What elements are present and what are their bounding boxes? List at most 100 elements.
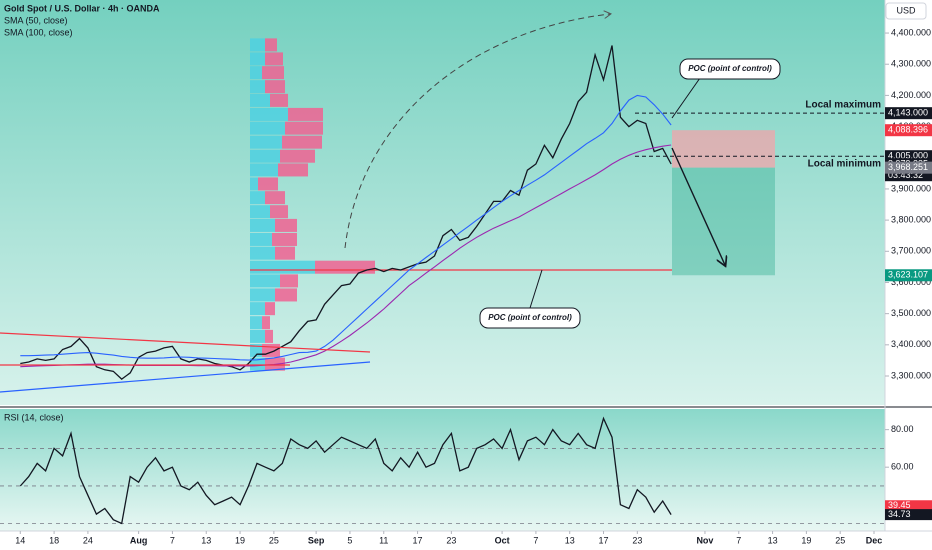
volume-sell [275,218,297,232]
volume-buy [250,135,282,149]
y-tick-label: 3,700.000 [891,246,931,256]
y-tick-label: 3,500.000 [891,308,931,318]
volume-buy [250,329,265,343]
volume-sell [265,52,283,66]
x-tick-label: Sep [308,535,325,545]
volume-sell [258,177,278,191]
y-tick-label: 60.00 [891,462,914,472]
volume-sell [262,316,270,330]
x-tick-label: 17 [413,535,423,545]
currency[interactable]: USD [896,5,916,15]
projection-arrow [344,14,610,249]
volume-buy [250,121,285,135]
x-tick-label: 5 [347,535,352,545]
volume-sell [278,163,308,177]
price-tag [885,107,932,120]
series-line [20,45,672,380]
volume-sell [280,274,298,288]
x-tick-label: 13 [201,535,211,545]
volume-buy [250,177,258,191]
volume-sell [275,246,295,260]
legend-entry: SMA (50, close) [4,15,68,25]
volume-sell [270,93,288,107]
volume-sell [288,107,323,121]
volume-buy [250,302,265,316]
rsi-pane [0,409,885,531]
volume-buy [250,316,262,330]
trend-line [0,332,371,353]
volume-buy [250,93,270,107]
volume-buy [250,260,315,274]
callout-pointer [529,269,543,309]
volume-buy [250,357,265,371]
x-tick-label: 11 [379,535,388,545]
currency-button[interactable] [885,2,927,20]
callout-text: POC (point of control) [488,313,572,322]
callout: POC (point of control) [671,58,781,119]
price-tag [885,509,932,521]
price-tag [885,269,932,282]
x-tick-label: 17 [599,535,609,545]
volume-sell [282,135,322,149]
y-tick-label: 3,800.000 [891,214,931,224]
price-tag-label: 3,623.107 [888,270,928,280]
price-tag [885,500,932,512]
price-tag-label: 3,968.251 [888,162,928,172]
trend-line [0,361,371,393]
volume-buy [250,80,265,94]
volume-buy [250,232,272,246]
volume-buy [250,38,265,52]
x-tick-label: 7 [533,535,538,545]
rsi-title: RSI (14, close) [4,412,64,422]
volume-sell [280,149,315,163]
y-tick-label: 3,900.000 [891,183,931,193]
series-line [20,94,672,361]
volume-buy [250,66,262,80]
price-tag-label: 39.45 [888,500,911,510]
y-tick-label: 4,200.000 [891,90,931,100]
y-tick-label: 80.00 [891,424,914,434]
x-tick-label: 7 [736,535,741,545]
volume-sell [315,260,375,274]
volume-sell [285,121,323,135]
x-tick-label: 23 [446,535,456,545]
callout: POC (point of control) [479,269,581,329]
volume-sell [265,302,275,316]
x-tick-label: 14 [15,535,25,545]
volume-buy [250,246,275,260]
x-tick-label: 25 [835,535,845,545]
volume-buy [250,191,265,205]
x-tick-label: 23 [632,535,642,545]
callout-text: POC (point of control) [688,64,772,73]
x-tick-label: 19 [801,535,811,545]
volume-buy [250,274,280,288]
callout-box [479,307,581,329]
volume-sell [265,329,273,343]
price-tag-label: 4,143.000 [888,108,928,118]
y-tick-label: 3,600.000 [891,277,931,287]
direction-arrow [671,147,725,265]
x-tick-label: Dec [866,535,883,545]
volume-buy [250,218,275,232]
volume-sell [270,205,288,219]
price-tag [885,161,932,174]
chart-title: Gold Spot / U.S. Dollar · 4h · OANDA [4,3,160,13]
countdown: 03:43:32 [888,170,923,180]
volume-sell [265,38,277,52]
volume-buy [250,52,265,66]
x-tick-label: 24 [83,535,93,545]
level-label: Local maximum [805,100,881,111]
callout-box [679,58,781,80]
price-tag-label: 4,088.396 [888,125,928,135]
volume-buy [250,149,280,163]
series-line [19,416,672,525]
y-tick-label: 3,400.000 [891,339,931,349]
risk-zone [672,130,775,168]
x-tick-label: 19 [235,535,245,545]
x-tick-label: Nov [696,535,713,545]
level-label: Local minimum [808,159,881,170]
volume-buy [250,205,270,219]
x-tick-label: Oct [495,535,510,545]
price-tag-label: 4,005.000 [888,151,928,161]
volume-buy [250,163,278,177]
